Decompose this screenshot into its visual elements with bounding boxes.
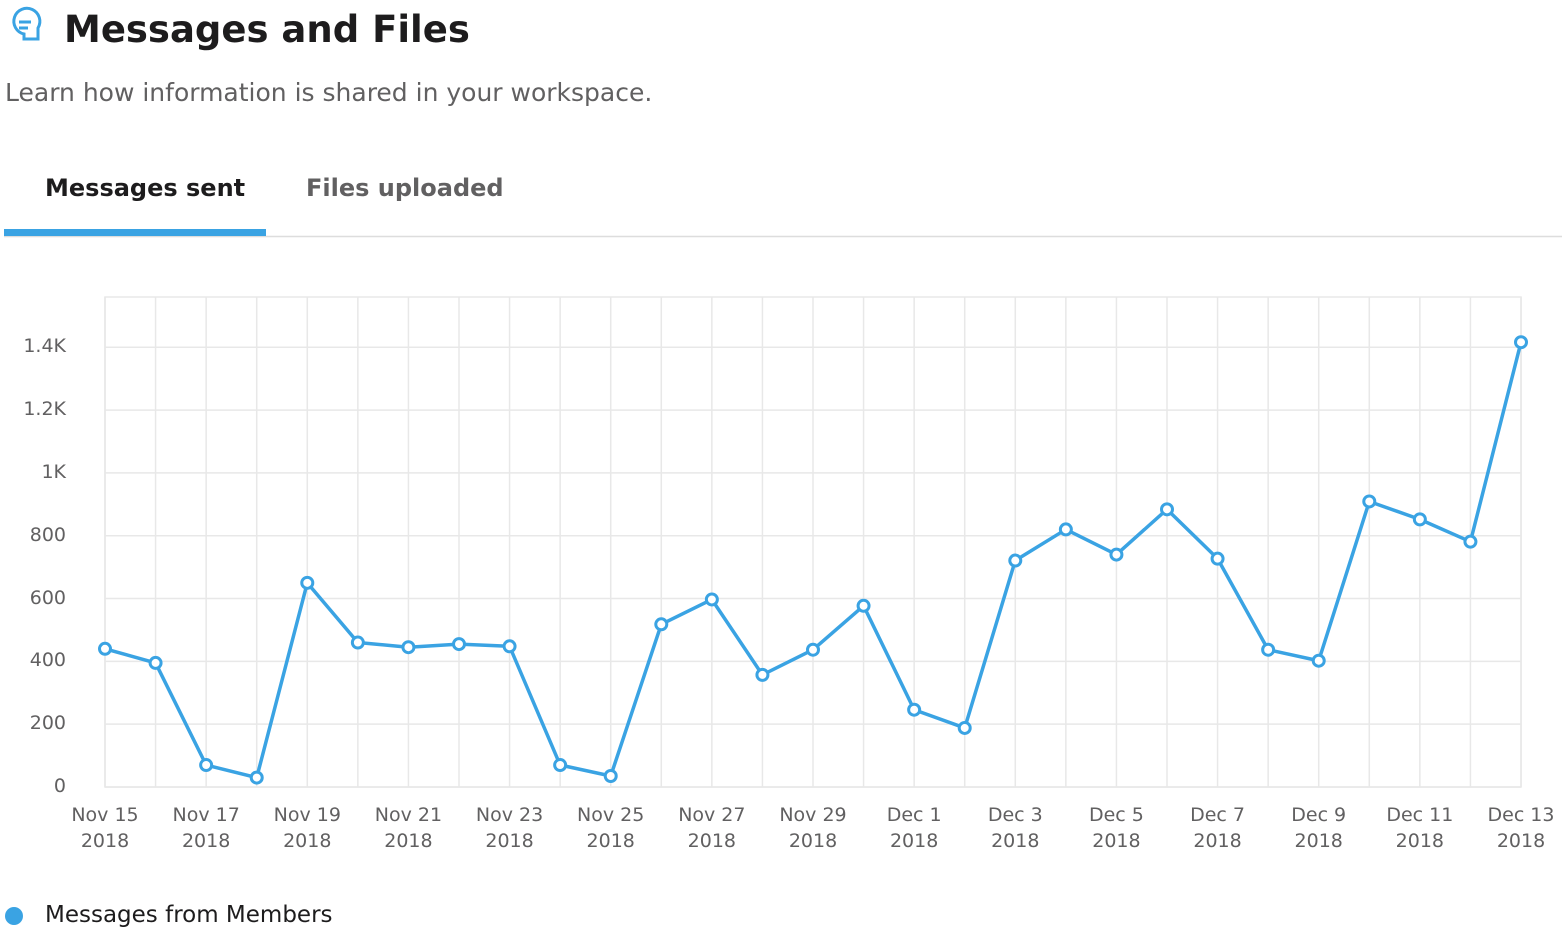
point xyxy=(1412,512,1427,527)
x-tick-label: Nov 21 2018 xyxy=(374,804,443,852)
tab-indicator xyxy=(4,229,266,236)
point xyxy=(249,770,264,785)
point xyxy=(603,769,618,784)
point xyxy=(452,637,466,652)
y-tick-label: 200 xyxy=(29,712,66,735)
point xyxy=(350,635,365,650)
point xyxy=(502,639,517,654)
x-tick-label: Nov 19 2018 xyxy=(273,804,341,852)
point xyxy=(401,640,416,655)
x-tick-label: Dec 3 2018 xyxy=(987,804,1043,852)
x-tick-label: Dec 7 2018 xyxy=(1190,804,1246,852)
y-tick-label: 1K xyxy=(41,460,66,483)
x-tick-label: Dec 11 2018 xyxy=(1386,804,1454,852)
x-tick-label: Dec 13 2018 xyxy=(1487,804,1555,852)
x-tick-label: Dec 5 2018 xyxy=(1088,804,1144,852)
point xyxy=(1008,553,1023,568)
icon xyxy=(12,6,42,41)
point xyxy=(704,592,719,607)
point xyxy=(806,642,820,657)
point xyxy=(148,655,163,670)
point xyxy=(1463,534,1478,549)
x-tick-label: Nov 17 2018 xyxy=(172,804,240,852)
point xyxy=(1058,522,1073,537)
point xyxy=(1210,551,1225,566)
y-tick-label: 0 xyxy=(53,775,66,797)
legend-marker xyxy=(5,907,23,925)
point xyxy=(553,758,568,773)
x-tick-label: Nov 29 2018 xyxy=(779,804,847,852)
point xyxy=(199,758,214,773)
x-tick-label: Nov 25 2018 xyxy=(577,804,645,852)
y-tick-label: 1.2K xyxy=(23,398,66,421)
x-tick-label: Nov 23 2018 xyxy=(475,804,544,852)
x-tick-label: Nov 27 2018 xyxy=(678,804,746,852)
x-tick-label: Dec 1 2018 xyxy=(886,804,942,852)
x-tick-label: Dec 9 2018 xyxy=(1291,804,1347,852)
point xyxy=(1261,642,1276,657)
point xyxy=(755,667,770,682)
point xyxy=(1109,547,1124,562)
title: Messages and Files xyxy=(64,8,470,51)
point xyxy=(1514,335,1528,350)
tab[interactable]: Messages sent xyxy=(45,174,246,202)
point xyxy=(907,702,922,717)
point xyxy=(1311,653,1326,668)
legend-label: Messages from Members xyxy=(45,902,333,928)
point xyxy=(300,575,315,590)
y-tick-label: 800 xyxy=(29,523,66,546)
tab[interactable]: Files uploaded xyxy=(306,174,504,202)
x-tick-label: Nov 15 2018 xyxy=(71,804,139,852)
y-tick-label: 600 xyxy=(29,586,66,609)
y-tick-label: 1.4K xyxy=(23,335,66,358)
point xyxy=(98,641,112,656)
y-tick-label: 400 xyxy=(29,649,66,672)
point xyxy=(654,617,669,632)
subtitle: Learn how information is shared in your … xyxy=(5,78,653,107)
point xyxy=(957,720,972,735)
point xyxy=(1160,502,1174,517)
point xyxy=(856,598,871,613)
point xyxy=(1362,494,1377,509)
